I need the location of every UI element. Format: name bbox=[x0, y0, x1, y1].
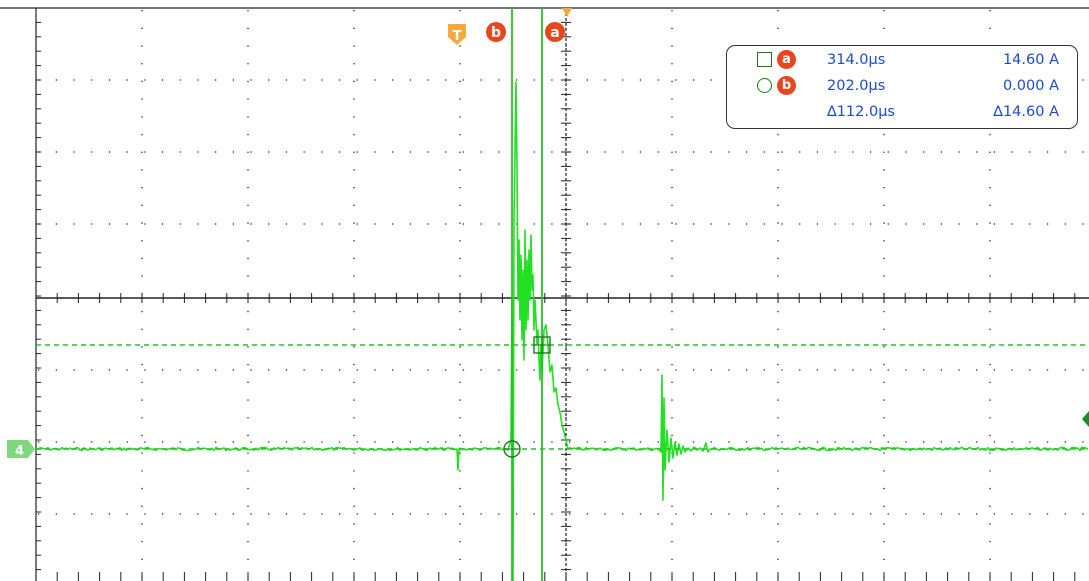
cursor-readout-panel: a 314.0µs 14.60 A b 202.0µs 0.000 A ∆112… bbox=[726, 45, 1078, 129]
trigger-marker-icon bbox=[448, 24, 466, 45]
channel-4-label: 4 bbox=[15, 444, 24, 459]
channel-4-waveform-layer bbox=[35, 81, 1089, 581]
cursor-a-badge-icon: a bbox=[777, 50, 796, 69]
graticule-grid bbox=[0, 7, 1089, 581]
right-level-arrow-icon[interactable] bbox=[1082, 411, 1089, 427]
cursor-a-value: 14.60 A bbox=[1002, 52, 1059, 68]
circle-cursor-icon bbox=[757, 78, 772, 93]
channel-4-ground-marker[interactable]: 4 bbox=[7, 440, 35, 459]
delta-value: ∆14.60 A bbox=[993, 104, 1059, 120]
channel-4-waveform bbox=[35, 81, 1089, 581]
cursor-layer[interactable] bbox=[36, 8, 1089, 581]
cursor-a-marker-icon bbox=[545, 22, 565, 42]
trigger-marker-label: T bbox=[453, 29, 462, 44]
cursor-b-readout-row: b 202.0µs 0.000 A bbox=[727, 75, 1077, 97]
cursor-b-time: 202.0µs bbox=[827, 78, 886, 94]
cursor-a-readout-row: a 314.0µs 14.60 A bbox=[727, 49, 1077, 71]
delta-time: ∆112.0µs bbox=[827, 104, 895, 120]
cursor-a-marker-label: a bbox=[550, 25, 559, 41]
cursor-b-marker-icon bbox=[486, 22, 506, 42]
square-cursor-icon bbox=[757, 52, 772, 67]
cursor-a-time: 314.0µs bbox=[827, 52, 886, 68]
trigger-position-arrow-icon bbox=[562, 8, 572, 17]
delta-readout-row: ∆112.0µs ∆14.60 A bbox=[727, 101, 1077, 123]
cursor-b-badge-icon: b bbox=[777, 76, 796, 95]
cursor-b-marker-label: b bbox=[491, 25, 501, 41]
cursor-b-value: 0.000 A bbox=[1002, 78, 1059, 94]
